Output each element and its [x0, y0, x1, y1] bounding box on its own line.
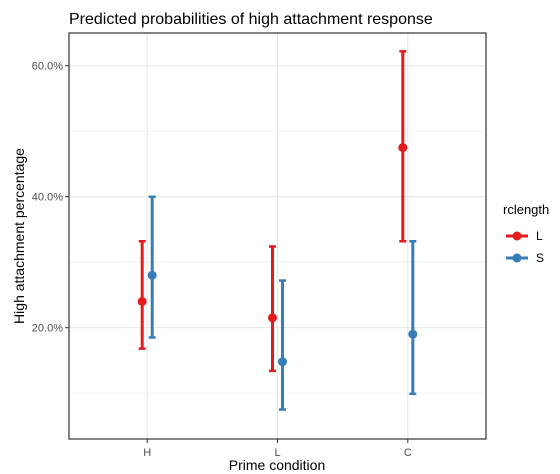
grid-major — [69, 33, 486, 439]
legend-key-point-S — [512, 253, 522, 263]
y-axis-title: High attachment percentage — [11, 148, 27, 324]
legend-label-L: L — [536, 229, 543, 243]
legend-title: rclength — [503, 202, 549, 217]
point-L-C — [398, 143, 408, 153]
y-tick-label: 40.0% — [32, 192, 63, 204]
legend: rclength LS — [503, 202, 549, 265]
point-S-C — [408, 329, 418, 339]
point-L-L — [268, 313, 277, 323]
chart-title: Predicted probabilities of high attachme… — [69, 11, 433, 28]
point-S-H — [147, 270, 157, 280]
y-axis-ticks: 20.0% 40.0% 60.0% — [32, 61, 69, 335]
x-axis-title: Prime condition — [229, 457, 326, 473]
x-tick-label: C — [404, 447, 412, 459]
legend-label-S: S — [536, 251, 544, 265]
x-tick-label: L — [274, 447, 280, 459]
legend-key-point-L — [512, 231, 522, 241]
x-tick-label: H — [143, 447, 151, 459]
y-tick-label: 60.0% — [32, 61, 63, 73]
point-L-H — [137, 296, 147, 306]
y-tick-label: 20.0% — [32, 323, 63, 335]
point-S-L — [278, 357, 287, 367]
data-points — [137, 143, 418, 367]
error-bars — [138, 50, 417, 411]
